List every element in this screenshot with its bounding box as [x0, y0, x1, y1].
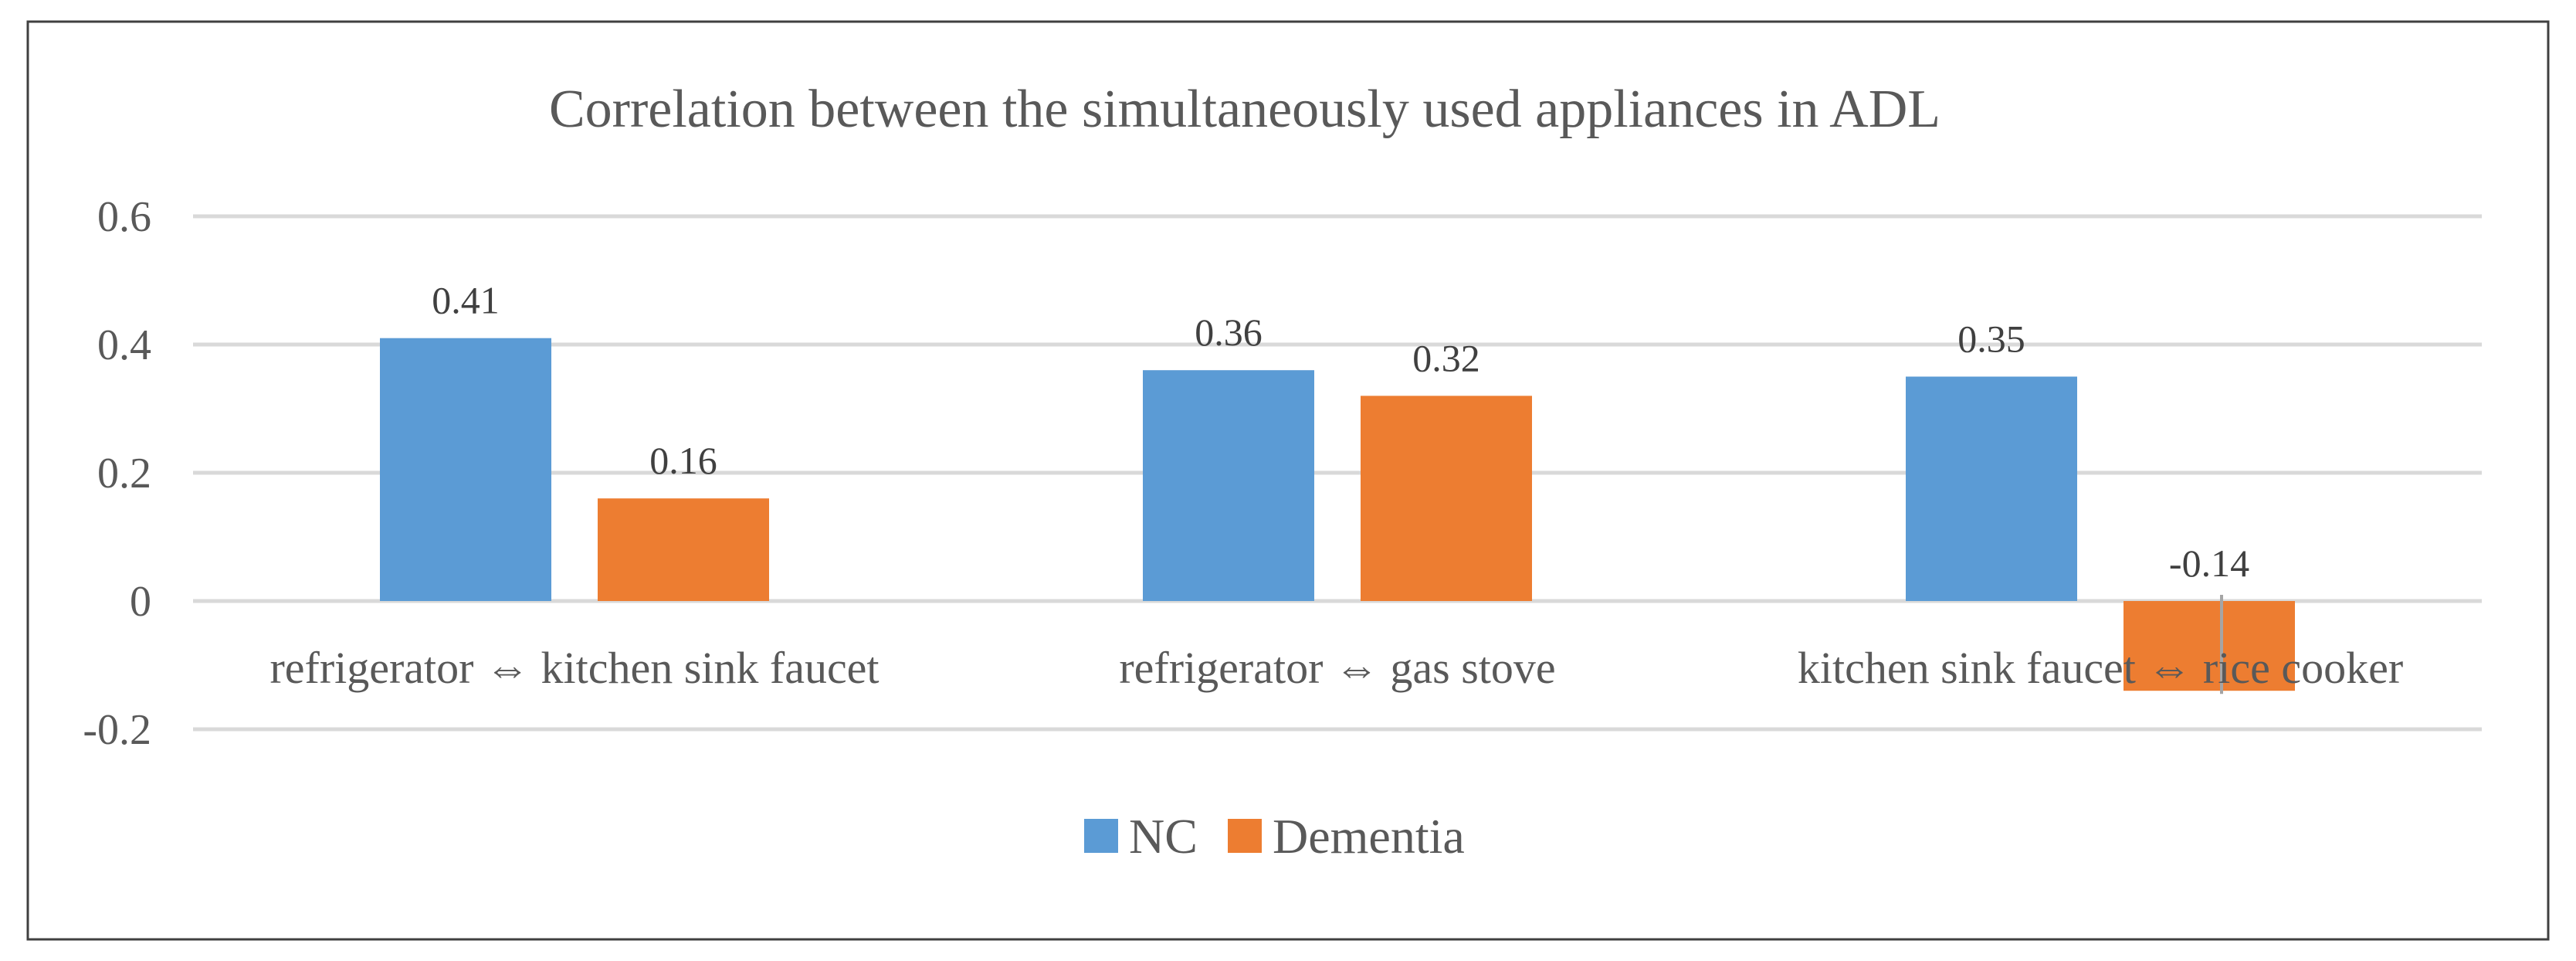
y-tick-label: 0.6	[97, 193, 151, 241]
data-label-dementia-2: -0.14	[2169, 542, 2249, 585]
bar-nc-1	[1143, 370, 1314, 601]
category-label-0: refrigerator ⇔ kitchen sink faucet	[269, 643, 879, 693]
y-tick-label: -0.2	[83, 706, 151, 754]
bar-dementia-0	[598, 498, 769, 601]
legend-label-dementia: Dementia	[1273, 809, 1465, 864]
legend-swatch-dementia	[1228, 819, 1262, 853]
bar-dementia-2	[2124, 601, 2295, 691]
y-tick-label: 0.2	[97, 450, 151, 497]
y-tick-label: 0.4	[97, 321, 151, 369]
bars	[380, 338, 2295, 694]
bar-dementia-1	[1361, 396, 1532, 601]
data-labels: 0.41 0.16 0.36 0.32 0.35 -0.14	[432, 279, 2249, 585]
legend-swatch-nc	[1084, 819, 1118, 853]
data-label-nc-1: 0.36	[1195, 311, 1263, 354]
data-label-nc-0: 0.41	[432, 279, 500, 322]
category-labels: refrigerator ⇔ kitchen sink faucet refrig…	[269, 643, 2403, 693]
category-label-2: kitchen sink faucet ⇔ rice cooker	[1798, 643, 2403, 693]
legend: NC Dementia	[1084, 809, 1465, 864]
y-tick-label: 0	[130, 578, 151, 626]
chart-title: Correlation between the simultaneously u…	[549, 80, 1940, 139]
data-label-dementia-1: 0.32	[1412, 336, 1480, 379]
data-label-dementia-0: 0.16	[649, 439, 717, 482]
bar-nc-0	[380, 338, 551, 601]
data-label-nc-2: 0.35	[1957, 318, 2025, 361]
category-label-1: refrigerator ⇔ gas stove	[1119, 643, 1555, 693]
y-axis-ticks: -0.2 0 0.2 0.4 0.6	[83, 193, 151, 754]
legend-label-nc: NC	[1129, 809, 1198, 864]
bar-nc-2	[1906, 376, 2077, 601]
gridlines	[193, 214, 2482, 732]
